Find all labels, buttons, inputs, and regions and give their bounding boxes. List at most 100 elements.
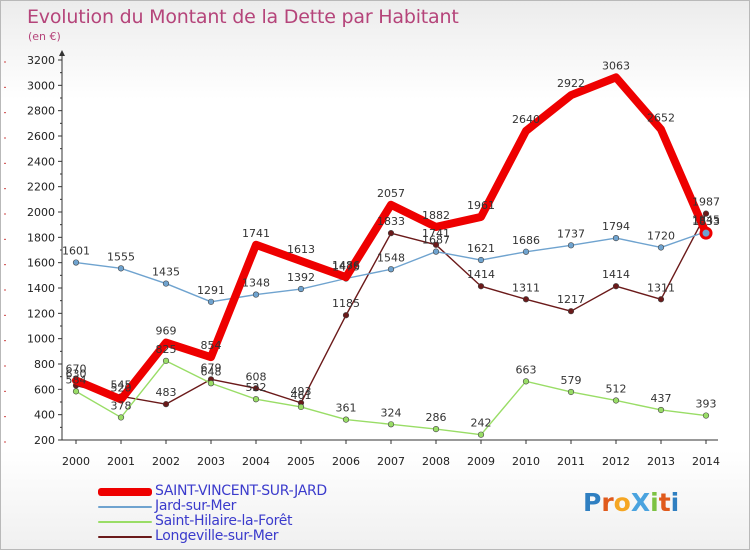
data-point [162, 280, 170, 287]
data-label: 679 [201, 361, 222, 374]
data-point [567, 242, 575, 249]
data-point [117, 414, 125, 421]
x-tick-label: 2013 [647, 455, 675, 468]
data-label: 493 [291, 385, 312, 398]
y-tick-label: 1400 [27, 282, 55, 295]
data-point [207, 298, 215, 305]
series-3 [72, 210, 710, 408]
data-label: 2640 [512, 113, 540, 126]
data-point [477, 431, 485, 438]
x-tick-label: 2000 [62, 455, 90, 468]
data-label: 854 [201, 339, 222, 352]
y-tick-label: 2600 [27, 130, 55, 143]
series-line [72, 73, 710, 404]
y-tick-label: 2800 [27, 105, 55, 118]
data-point [252, 396, 260, 403]
y-tick-label: 800 [34, 358, 55, 371]
x-tick-label: 2003 [197, 455, 225, 468]
legend-item: SAINT-VINCENT-SUR-JARD [98, 483, 398, 499]
logo-letter: i [650, 488, 659, 517]
x-tick-label: 2005 [287, 455, 315, 468]
data-label: 520 [111, 381, 132, 394]
data-label: 1348 [242, 277, 270, 290]
data-label: 324 [381, 406, 402, 419]
data-point [522, 378, 530, 385]
legend-swatch [98, 506, 152, 508]
data-label: 670 [66, 362, 87, 375]
data-label: 1392 [287, 271, 315, 284]
logo-letter: r [601, 488, 614, 517]
data-point [522, 296, 530, 303]
data-label: 1882 [422, 209, 450, 222]
logo-letter: P [583, 488, 602, 517]
data-point [702, 412, 710, 419]
data-label: 1311 [512, 281, 540, 294]
data-point [387, 421, 395, 428]
data-point [342, 312, 350, 319]
legend-swatch [98, 488, 152, 496]
x-tick-label: 2002 [152, 455, 180, 468]
data-label: 648 [201, 365, 222, 378]
x-tick-label: 2014 [692, 455, 720, 468]
y-tick-label: 2000 [27, 206, 55, 219]
logo-letter: o [613, 488, 631, 517]
y-tick-label: 1000 [27, 333, 55, 346]
legend: SAINT-VINCENT-SUR-JARD Jard-sur-Mer Saint-… [98, 483, 398, 544]
data-label: 437 [651, 392, 672, 405]
data-label: 286 [426, 411, 447, 424]
data-label: 1621 [467, 242, 495, 255]
data-label: 461 [291, 389, 312, 402]
y-tick-label: 1600 [27, 257, 55, 270]
data-label: 1555 [107, 250, 135, 263]
data-point [657, 296, 665, 303]
y-tick-label: 1200 [27, 307, 55, 320]
legend-item: Longeville-sur-Mer [98, 528, 398, 544]
proxiti-logo: ProXiti [583, 488, 679, 517]
x-tick-label: 2011 [557, 455, 585, 468]
data-label: 1217 [557, 293, 585, 306]
data-point [657, 244, 665, 251]
data-label: 1833 [692, 215, 720, 228]
data-point [477, 256, 485, 264]
x-tick-label: 2001 [107, 455, 135, 468]
data-label: 1737 [557, 227, 585, 240]
data-label: 3063 [602, 59, 630, 72]
data-label: 1741 [242, 227, 270, 240]
data-point [162, 401, 170, 408]
data-point [297, 285, 305, 293]
data-point [297, 403, 305, 411]
data-point [72, 259, 80, 266]
legend-swatch [98, 521, 152, 523]
x-tick-label: 2009 [467, 455, 495, 468]
data-label: 2922 [557, 77, 585, 90]
data-label: 663 [516, 363, 537, 376]
data-label: 1486 [332, 259, 360, 272]
logo-letter: i [670, 488, 680, 517]
data-labels: 670 520 969 854 1741 1613 1486 2057 1882 1961 2640… [62, 59, 720, 429]
logo-letter: t [658, 488, 671, 517]
data-label: 1548 [377, 251, 405, 264]
y-tick-label: 2200 [27, 181, 55, 194]
data-label: 1414 [602, 268, 630, 281]
data-label: 1435 [152, 266, 180, 279]
data-label: 393 [696, 398, 717, 411]
data-label: 1961 [467, 199, 495, 212]
data-label: 579 [561, 374, 582, 387]
data-point [612, 283, 620, 290]
y-tick-label: 2400 [27, 155, 55, 168]
data-label: 630 [66, 368, 87, 381]
chart-title: Evolution du Montant de la Dette par Hab… [27, 6, 459, 28]
x-tick-label: 2008 [422, 455, 450, 468]
data-label: 1720 [647, 229, 675, 242]
data-label: 608 [246, 370, 267, 383]
data-point [387, 266, 395, 273]
data-label: 361 [336, 402, 357, 415]
data-label: 1291 [197, 284, 225, 297]
data-point [342, 416, 350, 423]
data-point [522, 248, 530, 255]
legend-label: Jard-sur-Mer [155, 498, 237, 514]
data-label: 2652 [647, 111, 675, 124]
data-label: 483 [156, 386, 177, 399]
y-axis-arrow [59, 50, 65, 56]
series-0 [72, 73, 713, 404]
